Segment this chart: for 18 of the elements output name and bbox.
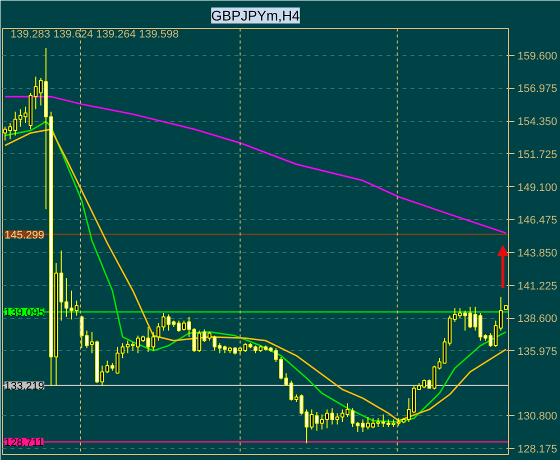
- y-tick-label: 146.475: [518, 214, 558, 227]
- annotation: 139.283 139.624 139.264 139.598: [10, 28, 179, 40]
- y-tick-label: 151.725: [518, 148, 558, 161]
- y-tick-label: 156.975: [518, 83, 558, 96]
- y-tick-label: 143.850: [518, 247, 558, 260]
- ref-line-label: 139.095: [4, 306, 44, 319]
- y-tick-label: 128.175: [518, 444, 558, 456]
- ref-line-label: 133.219: [4, 380, 44, 392]
- ref-line-label: 145.299: [4, 229, 44, 242]
- y-tick-label: 149.100: [518, 182, 558, 194]
- ref-line-label: 128.711: [4, 436, 44, 449]
- y-tick-label: 130.800: [518, 410, 558, 423]
- y-tick-label: 154.350: [518, 116, 558, 128]
- y-tick-label: 138.600: [518, 313, 558, 326]
- y-tick-label: 159.600: [518, 50, 558, 62]
- chart-title: GBPJPYm,H4: [211, 8, 300, 24]
- y-tick-label: 141.225: [518, 280, 558, 292]
- y-tick-label: 135.975: [518, 346, 558, 358]
